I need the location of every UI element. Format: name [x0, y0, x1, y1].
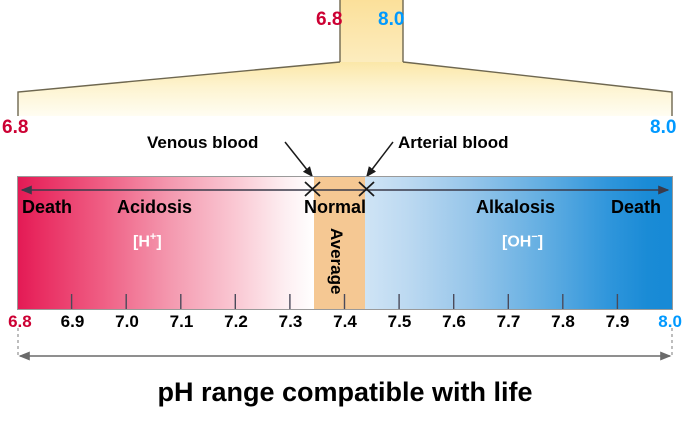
- hydrogen-ion-label: [H+]: [133, 232, 162, 250]
- callout-high-value: 8.0: [378, 9, 405, 30]
- arterial-blood-label: Arterial blood: [398, 133, 509, 152]
- scale-edge-high-value: 8.0: [650, 117, 677, 138]
- hydrogen-ion-charge: +: [149, 231, 157, 243]
- axis-tick-label: 7.5: [387, 312, 412, 331]
- axis-tick-marks: [70, 294, 619, 309]
- average-label: Average: [327, 228, 346, 295]
- acidosis-label: Acidosis: [117, 197, 193, 217]
- ph-gradient: [18, 177, 672, 309]
- venous-leader-arrow: [284, 141, 313, 178]
- callout-funnel: [17, 0, 673, 116]
- axis-tick-label: 7.2: [224, 312, 248, 331]
- axis-tick-label: 7.6: [442, 312, 466, 331]
- axis-tick-label: 6.8: [8, 312, 32, 331]
- venous-blood-marker: [304, 181, 321, 197]
- axis-tick-label: 7.3: [278, 312, 303, 331]
- alkalosis-gradient-region: [365, 177, 672, 309]
- hydroxide-ion-close: ]: [537, 233, 544, 251]
- hydroxide-ion-open: [OH: [502, 233, 532, 251]
- axis-tick-label: 7.1: [169, 312, 194, 331]
- pointer-arrows: [284, 141, 394, 178]
- hydroxide-ion-label: [OH−]: [502, 232, 543, 250]
- callout-low-value: 6.8: [316, 9, 343, 30]
- ph-color-bar: [17, 176, 673, 310]
- hydrogen-ion-open: [H: [133, 233, 150, 251]
- axis-tick-label: 7.8: [551, 312, 575, 331]
- death-label-left: Death: [22, 197, 73, 217]
- axis-tick-label: 8.0: [658, 312, 682, 331]
- axis-tick-label: 7.9: [605, 312, 630, 331]
- alkalosis-label: Alkalosis: [476, 197, 556, 217]
- normal-label: Normal: [304, 197, 367, 217]
- arterial-blood-marker: [358, 181, 375, 197]
- normal-band-region: [313, 177, 366, 309]
- axis-tick-labels: 6.8 6.9 7.0 7.1 7.2 7.3 7.4 7.5 7.6 7.7 7.8 7.9 8.0: [0, 0, 690, 330]
- axis-tick-label: 7.0: [115, 312, 139, 331]
- hydroxide-ion-charge: −: [531, 231, 538, 243]
- axis-tick-label: 6.9: [60, 312, 85, 331]
- caption-range-indicator: [17, 328, 673, 361]
- bar-axis-overlay: [20, 181, 670, 309]
- figure-caption: pH range compatible with life: [157, 377, 533, 407]
- callout-body: [18, 62, 672, 116]
- venous-blood-label: Venous blood: [147, 133, 259, 152]
- callout-neck: [340, 0, 403, 62]
- death-label-right: Death: [611, 197, 662, 217]
- acidosis-gradient-region: [18, 177, 314, 309]
- callout-outline-diag-right: [402, 61, 673, 116]
- hydrogen-ion-close: ]: [156, 233, 162, 251]
- arterial-leader-arrow: [366, 141, 394, 178]
- callout-outline-diag-left: [17, 61, 341, 116]
- axis-tick-label: 7.4: [333, 312, 357, 331]
- axis-tick-label: 7.7: [496, 312, 521, 331]
- scale-edge-low-value: 6.8: [2, 117, 29, 138]
